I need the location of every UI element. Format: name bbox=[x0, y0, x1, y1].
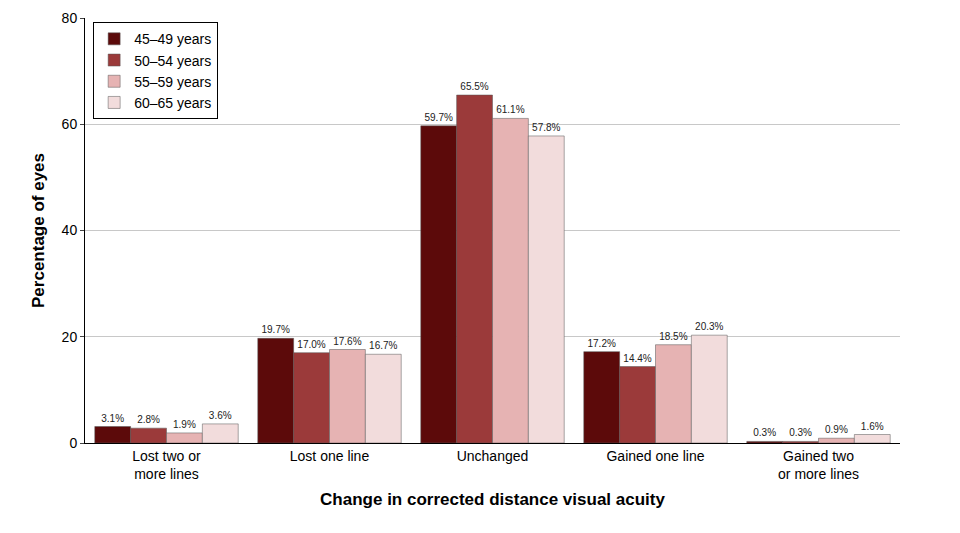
svg-text:Percentage of eyes: Percentage of eyes bbox=[29, 153, 48, 308]
svg-text:16.7%: 16.7% bbox=[369, 340, 397, 351]
svg-text:20: 20 bbox=[62, 329, 78, 345]
svg-text:3.6%: 3.6% bbox=[209, 410, 232, 421]
svg-text:61.1%: 61.1% bbox=[496, 104, 524, 115]
svg-text:2.8%: 2.8% bbox=[137, 414, 160, 425]
svg-text:Lost two ormore lines: Lost two ormore lines bbox=[132, 448, 201, 482]
svg-text:0.3%: 0.3% bbox=[789, 427, 812, 438]
svg-text:Gained twoor more lines: Gained twoor more lines bbox=[778, 448, 859, 482]
svg-text:45–49 years: 45–49 years bbox=[134, 31, 211, 47]
svg-text:Change in corrected distance v: Change in corrected distance visual acui… bbox=[320, 490, 665, 509]
svg-text:17.6%: 17.6% bbox=[333, 336, 361, 347]
svg-text:0.3%: 0.3% bbox=[753, 427, 776, 438]
svg-text:60–65 years: 60–65 years bbox=[134, 95, 211, 111]
svg-text:55–59 years: 55–59 years bbox=[134, 74, 211, 90]
svg-text:18.5%: 18.5% bbox=[659, 331, 687, 342]
svg-text:Gained one line: Gained one line bbox=[606, 448, 704, 464]
svg-text:20.3%: 20.3% bbox=[695, 321, 723, 332]
svg-text:Lost one line: Lost one line bbox=[290, 448, 370, 464]
svg-text:40: 40 bbox=[62, 222, 78, 238]
svg-text:3.1%: 3.1% bbox=[101, 413, 124, 424]
svg-text:59.7%: 59.7% bbox=[424, 112, 452, 123]
svg-text:19.7%: 19.7% bbox=[261, 324, 289, 335]
svg-text:57.8%: 57.8% bbox=[532, 122, 560, 133]
svg-text:50–54 years: 50–54 years bbox=[134, 53, 211, 69]
svg-text:14.4%: 14.4% bbox=[623, 353, 651, 364]
svg-text:60: 60 bbox=[62, 116, 78, 132]
svg-text:0: 0 bbox=[69, 435, 77, 451]
svg-text:0.9%: 0.9% bbox=[825, 424, 848, 435]
svg-text:Unchanged: Unchanged bbox=[457, 448, 529, 464]
svg-text:1.9%: 1.9% bbox=[173, 419, 196, 430]
svg-text:80: 80 bbox=[62, 10, 78, 26]
svg-text:65.5%: 65.5% bbox=[460, 81, 488, 92]
svg-text:17.0%: 17.0% bbox=[297, 339, 325, 350]
svg-text:1.6%: 1.6% bbox=[861, 421, 884, 432]
svg-text:17.2%: 17.2% bbox=[587, 338, 615, 349]
